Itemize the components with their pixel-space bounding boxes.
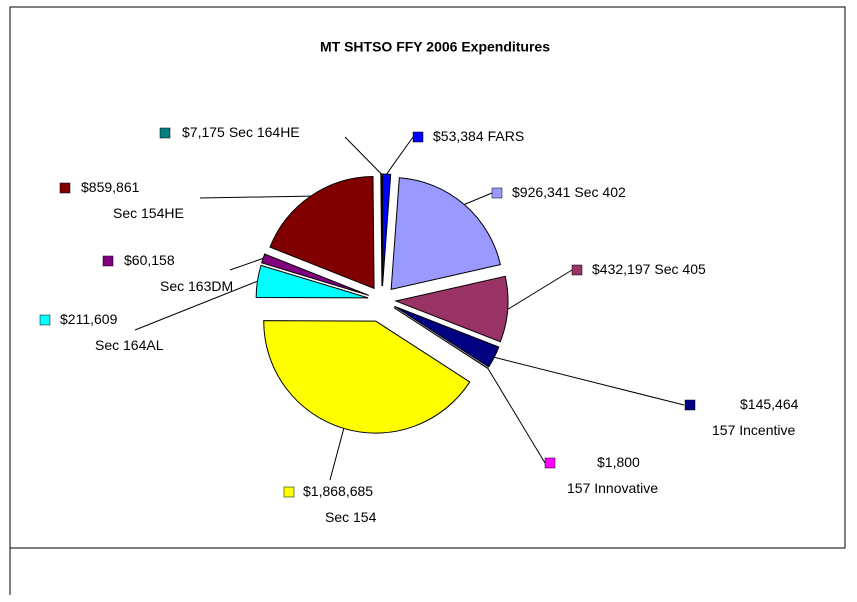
label-key — [159, 127, 171, 139]
leader-line — [386, 136, 414, 175]
value-label: $211,609 — [60, 311, 118, 327]
category-label: Sec 163DM — [160, 278, 233, 294]
category-label: Sec 405 — [654, 261, 706, 277]
value-label: $53,384 — [433, 128, 484, 144]
value-label: $1,868,685 — [303, 483, 373, 499]
value-label: $926,341 — [512, 184, 571, 200]
data-label: $1,800 157 Innovative — [567, 454, 658, 496]
value-label: $1,800 — [597, 454, 640, 470]
leader-line — [464, 192, 493, 205]
label-key — [684, 399, 696, 411]
category-label: Sec 154 — [325, 509, 377, 525]
category-label: Sec 402 — [574, 184, 626, 200]
leader-line — [329, 428, 345, 481]
label-key — [491, 187, 503, 199]
value-label: $859,861 — [81, 179, 140, 195]
data-label: $7,175 Sec 164HE — [182, 124, 300, 140]
data-label: $211,609 Sec 164AL — [60, 311, 164, 353]
data-label: $1,868,685 Sec 154 — [303, 483, 377, 525]
chart-title: MT SHTSO FFY 2006 Expenditures — [320, 39, 550, 55]
data-label: $432,197 Sec 405 — [592, 261, 706, 277]
pie-slice — [261, 253, 369, 296]
value-label: $60,158 — [124, 252, 175, 268]
leader-line — [487, 368, 546, 464]
data-label: $926,341 Sec 402 — [512, 184, 626, 200]
data-label: $859,861 Sec 154HE — [81, 179, 184, 221]
pie-slice — [263, 320, 471, 434]
leader-line — [134, 280, 258, 331]
label-key — [571, 264, 583, 276]
leader-line — [494, 356, 685, 406]
label-key — [59, 182, 71, 194]
value-label: $145,464 — [740, 396, 799, 412]
data-label: $145,464 157 Incentive — [712, 396, 799, 438]
leader-line — [507, 269, 573, 310]
pie-slice — [394, 305, 500, 368]
label-key — [283, 486, 295, 498]
value-label: $7,175 — [182, 124, 225, 140]
category-label: FARS — [488, 128, 525, 144]
leader-line — [344, 136, 382, 175]
label-key — [544, 457, 556, 469]
data-label: $53,384 FARS — [433, 128, 524, 144]
label-key — [39, 314, 51, 326]
category-label: Sec 164HE — [229, 124, 300, 140]
leader-line — [229, 257, 264, 271]
label-key — [412, 131, 424, 143]
pie-slice — [394, 275, 509, 343]
value-label: $432,197 — [592, 261, 651, 277]
pie-slice — [269, 175, 375, 290]
category-label: Sec 154HE — [113, 205, 184, 221]
category-label: 157 Incentive — [712, 422, 795, 438]
category-label: 157 Innovative — [567, 480, 658, 496]
pie-slice — [390, 177, 501, 291]
data-label: $60,158 Sec 163DM — [124, 252, 233, 294]
label-key — [102, 255, 114, 267]
leader-line — [199, 195, 311, 199]
category-label: Sec 164AL — [95, 337, 164, 353]
